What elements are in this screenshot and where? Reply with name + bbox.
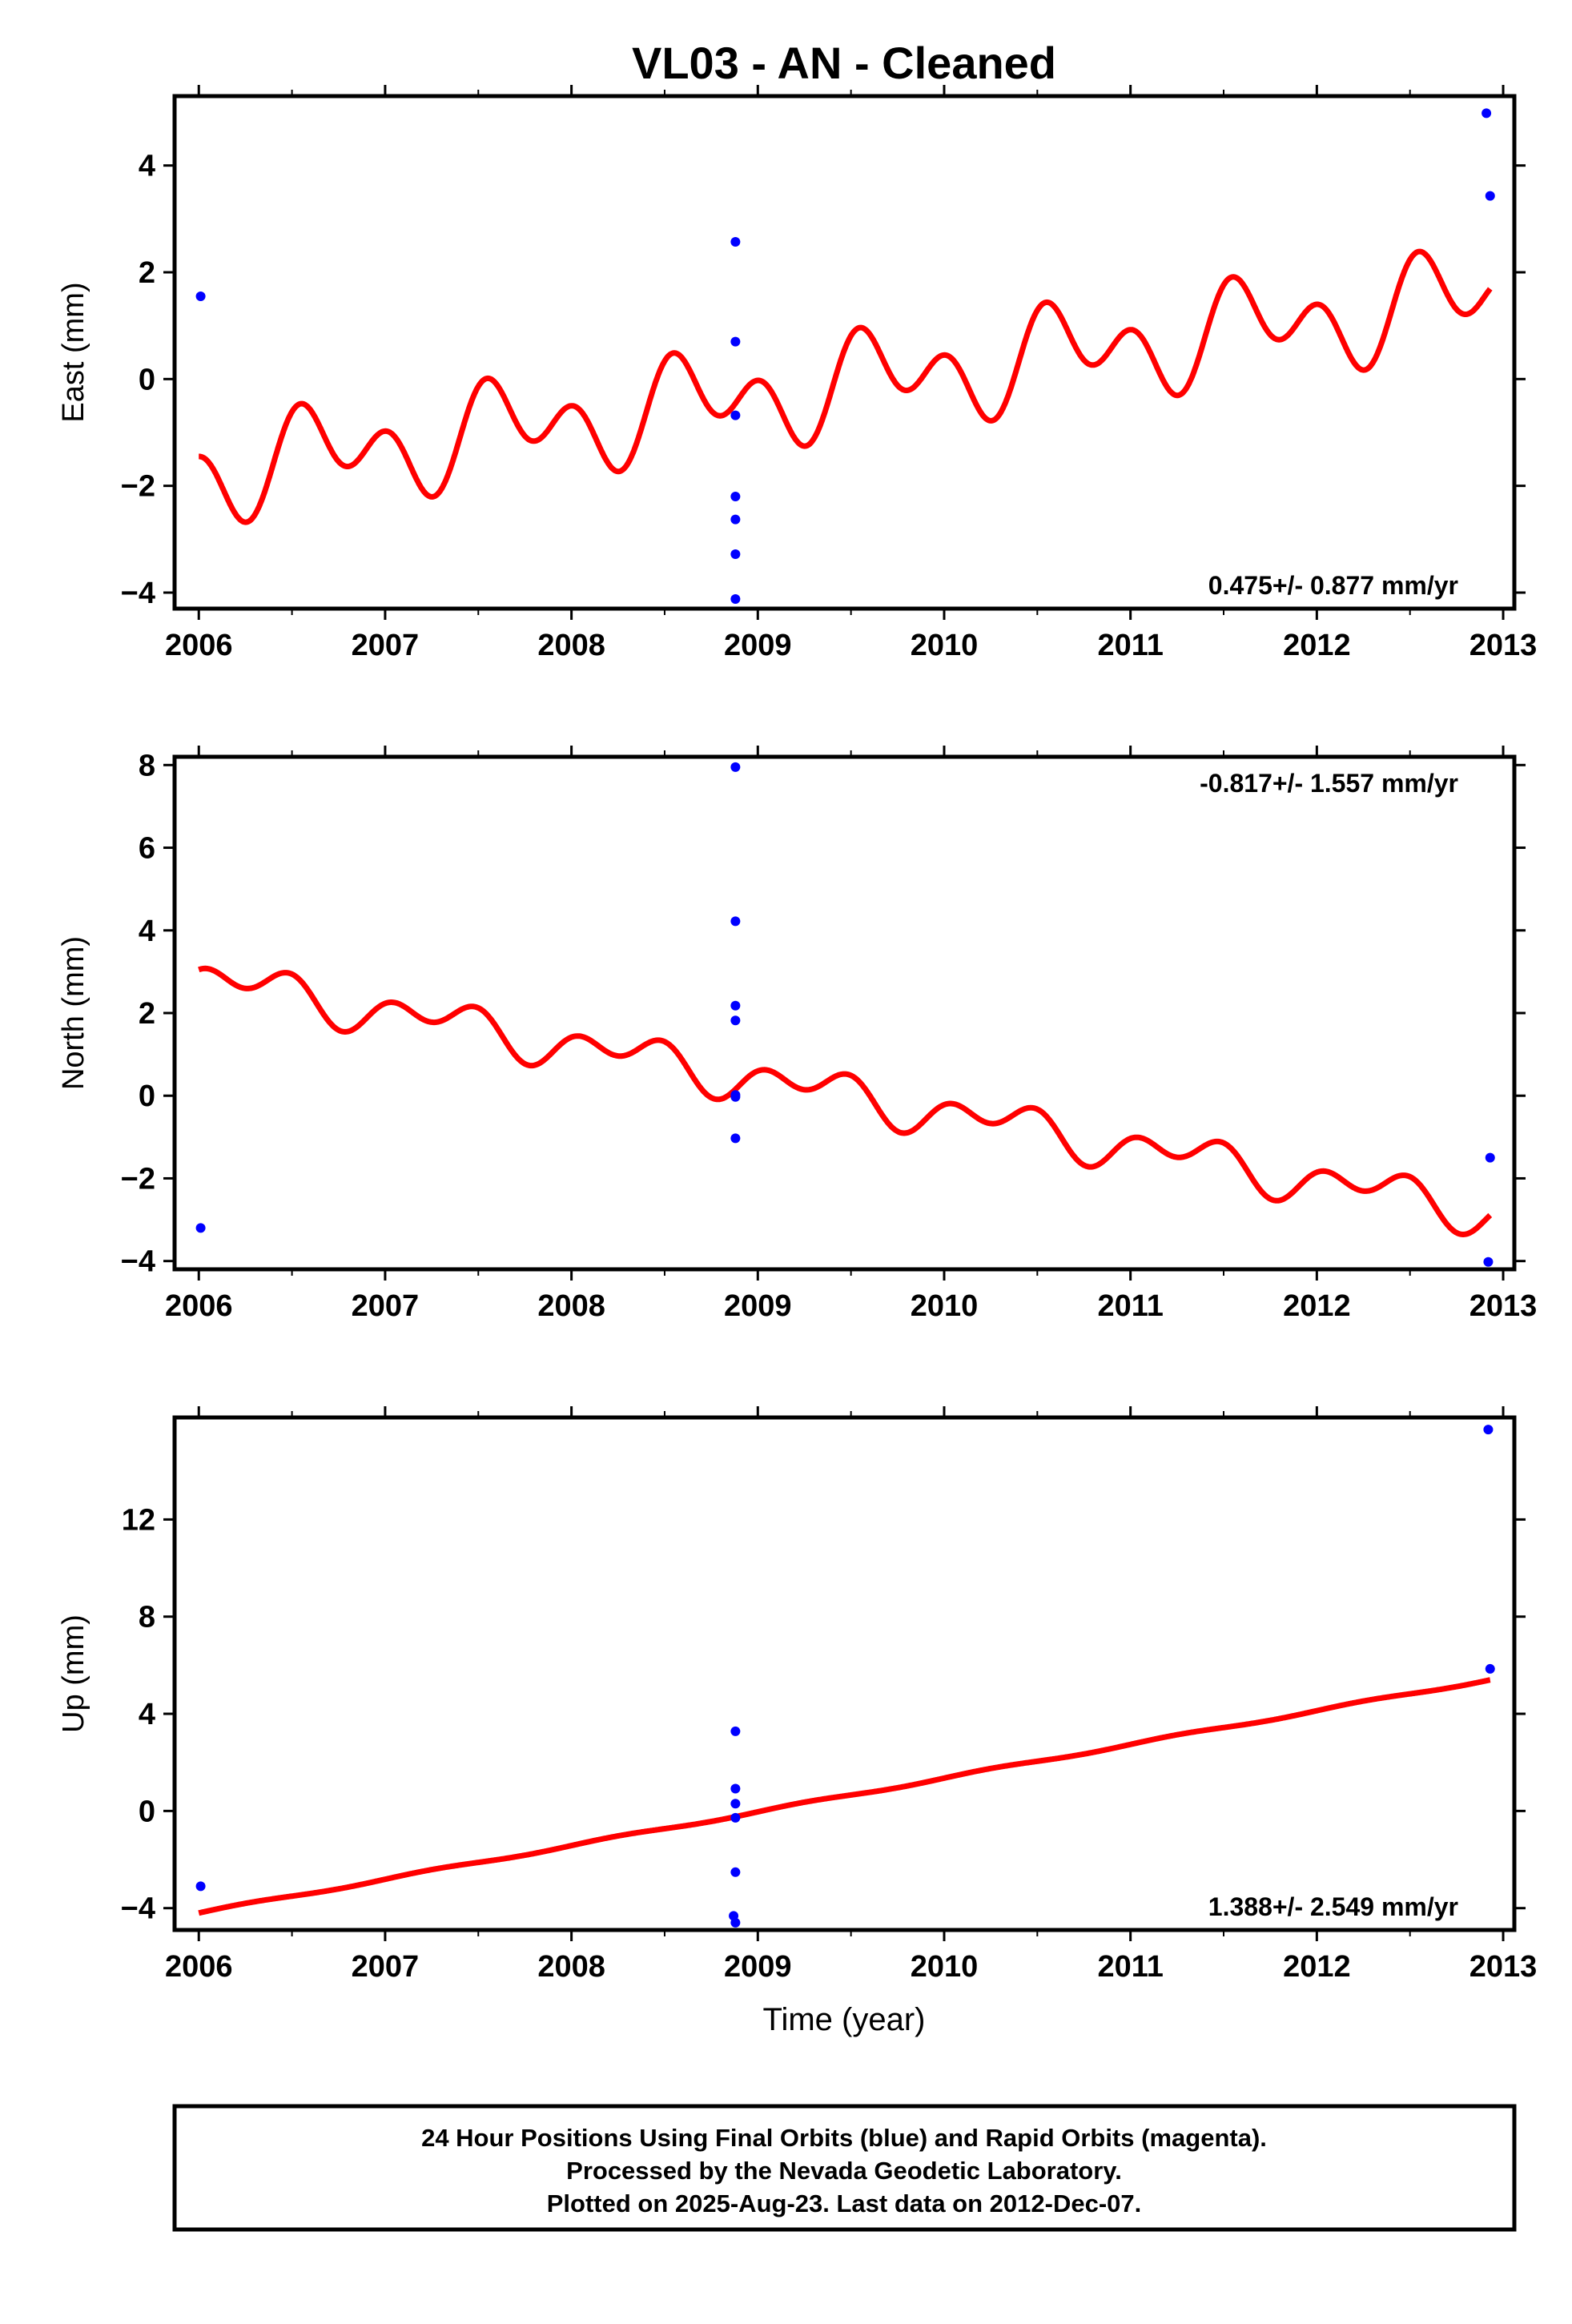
data-point xyxy=(730,916,741,927)
model-fit-line xyxy=(196,965,1493,1237)
y-tick-label: −2 xyxy=(121,1162,155,1196)
x-tick-label: 2011 xyxy=(1097,1950,1163,1984)
data-point xyxy=(730,410,741,420)
rate-annotation: 0.475+/- 0.877 mm/yr xyxy=(1208,571,1458,600)
data-point xyxy=(730,336,741,347)
x-tick-label: 2010 xyxy=(911,1950,979,1984)
data-point xyxy=(1485,1152,1495,1163)
y-tick-label: 6 xyxy=(139,832,155,866)
data-point xyxy=(730,762,741,772)
y-tick-label: 0 xyxy=(139,1795,155,1828)
figure-title: VL03 - AN - Cleaned xyxy=(632,38,1056,88)
y-tick-label: 4 xyxy=(139,915,155,948)
model-fit-line xyxy=(196,248,1493,525)
plot-frame xyxy=(172,94,1517,611)
panels: 2006 2007 2008 2009 2010 2011 2012 2013−4−2024E… xyxy=(57,85,1537,1984)
x-tick-label: 2013 xyxy=(1469,1950,1538,1984)
data-point xyxy=(730,1812,741,1823)
x-tick-label: 2007 xyxy=(352,1289,420,1323)
x-tick-label: 2006 xyxy=(165,1289,233,1323)
x-tick-label: 2009 xyxy=(724,1289,792,1323)
data-point xyxy=(730,237,741,247)
data-point xyxy=(195,1223,206,1233)
data-point xyxy=(195,1881,206,1892)
panel-east: 2006 2007 2008 2009 2010 2011 2012 2013 −4 −2 0 2 4 E… xyxy=(57,85,1537,662)
y-tick-label: 2 xyxy=(139,256,155,290)
x-tick-label: 2008 xyxy=(537,629,605,662)
data-point xyxy=(1483,1425,1494,1435)
data-point xyxy=(730,1783,741,1794)
data-point xyxy=(730,1867,741,1877)
x-tick-label: 2007 xyxy=(352,1950,420,1984)
y-tick-label: 12 xyxy=(122,1503,155,1537)
panel-up: 2006 2007 2008 2009 2010 2011 2012 2013 −4 0 4 8 12 U… xyxy=(57,1406,1537,1984)
y-tick-label: 8 xyxy=(139,1601,155,1634)
data-point xyxy=(730,1726,741,1736)
y-tick-label: −4 xyxy=(121,577,155,610)
footer-line-2: Processed by the Nevada Geodetic Laborat… xyxy=(566,2157,1122,2185)
y-tick-label: 8 xyxy=(139,749,155,782)
footer-box: 24 Hour Positions Using Final Orbits (bl… xyxy=(172,2104,1517,2232)
x-tick-label: 2013 xyxy=(1469,629,1538,662)
rate-annotation: 1.388+/- 2.549 mm/yr xyxy=(1208,1892,1458,1921)
data-point xyxy=(730,1015,741,1026)
y-axis-label: North (mm) xyxy=(57,936,90,1090)
rate-annotation: -0.817+/- 1.557 mm/yr xyxy=(1200,769,1458,798)
x-tick-label: 2011 xyxy=(1097,629,1163,662)
data-point xyxy=(195,292,206,301)
y-tick-label: 2 xyxy=(139,997,155,1031)
data-point xyxy=(730,1917,741,1928)
data-point xyxy=(1485,191,1495,201)
y-axis-label: Up (mm) xyxy=(57,1614,90,1733)
data-point xyxy=(730,594,741,604)
data-point xyxy=(730,1092,741,1102)
data-point xyxy=(730,549,741,559)
x-tick-label: 2007 xyxy=(352,629,420,662)
data-point xyxy=(1482,108,1492,119)
data-point xyxy=(730,1799,741,1809)
y-axis-label: East (mm) xyxy=(57,282,90,422)
y-tick-label: 4 xyxy=(139,1698,155,1731)
x-axis-label: Time (year) xyxy=(763,2002,926,2037)
data-point xyxy=(730,1133,741,1144)
y-tick-label: −4 xyxy=(121,1245,155,1279)
plot-frame xyxy=(172,1415,1517,1932)
footer-line-1: 24 Hour Positions Using Final Orbits (bl… xyxy=(421,2124,1267,2152)
y-tick-label: 4 xyxy=(139,150,155,183)
data-point xyxy=(1483,1256,1494,1267)
x-tick-label: 2009 xyxy=(724,629,792,662)
x-tick-label: 2006 xyxy=(165,629,233,662)
x-tick-label: 2013 xyxy=(1469,1289,1538,1323)
x-tick-label: 2010 xyxy=(911,1289,979,1323)
data-point xyxy=(730,1000,741,1011)
x-tick-label: 2008 xyxy=(537,1289,605,1323)
x-tick-label: 2009 xyxy=(724,1950,792,1984)
y-tick-label: 0 xyxy=(139,363,155,396)
footer-line-3: Plotted on 2025-Aug-23. Last data on 201… xyxy=(547,2189,1142,2217)
x-tick-label: 2012 xyxy=(1283,1289,1351,1323)
x-tick-label: 2011 xyxy=(1097,1289,1163,1323)
x-tick-label: 2006 xyxy=(165,1950,233,1984)
panel-north: 2006 2007 2008 2009 2010 2011 2012 2013 −4 −2 0 2 4 6… xyxy=(57,746,1537,1323)
x-tick-label: 2012 xyxy=(1283,629,1351,662)
x-tick-label: 2010 xyxy=(911,629,979,662)
data-point xyxy=(730,514,741,525)
data-point xyxy=(730,492,741,501)
y-tick-label: −4 xyxy=(121,1892,155,1926)
y-tick-label: −2 xyxy=(121,470,155,504)
y-tick-label: 0 xyxy=(139,1080,155,1113)
x-tick-label: 2008 xyxy=(537,1950,605,1984)
data-point xyxy=(1485,1663,1495,1674)
x-tick-label: 2012 xyxy=(1283,1950,1351,1984)
model-fit-line xyxy=(196,1677,1493,1916)
